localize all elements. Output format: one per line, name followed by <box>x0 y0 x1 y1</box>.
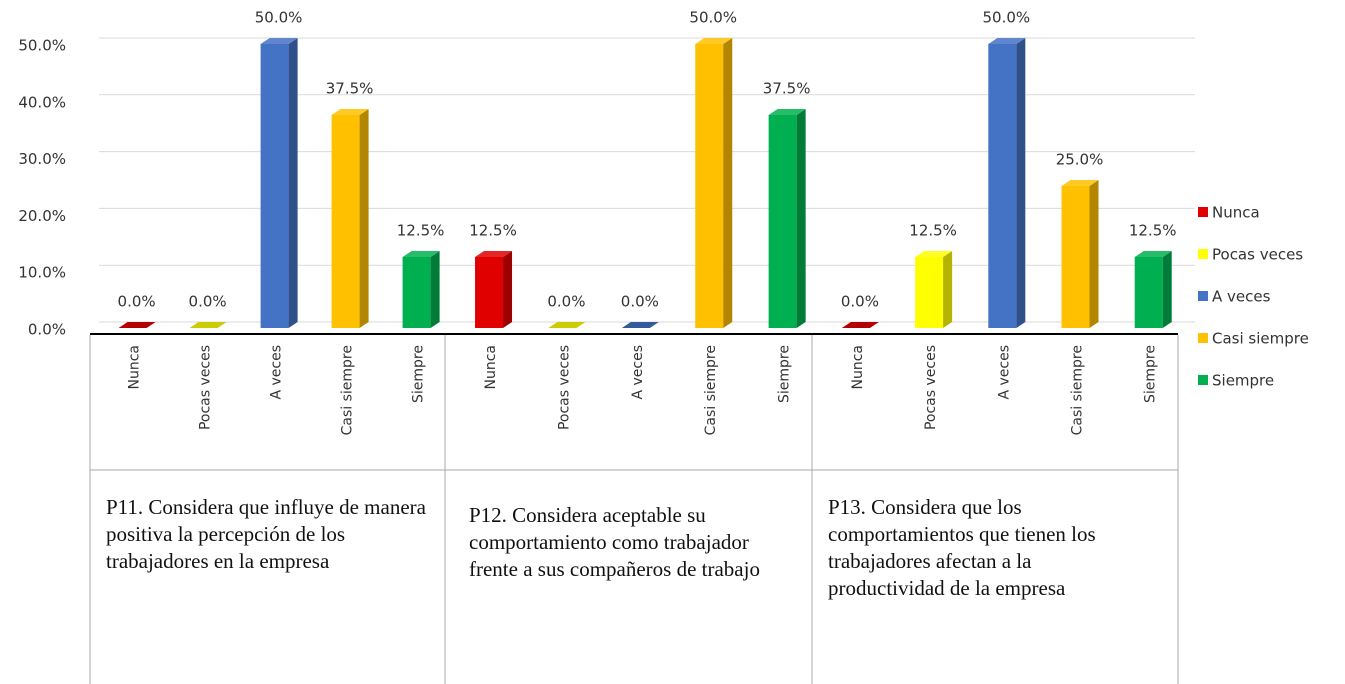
data-label: 50.0% <box>255 9 303 27</box>
bar-front <box>768 115 797 328</box>
bar-side <box>1089 180 1099 328</box>
bar-top <box>260 38 298 44</box>
y-tick-label: 10.0% <box>18 264 66 282</box>
x-tick-label: Casi siempre <box>1070 345 1086 435</box>
bar-front <box>988 44 1017 328</box>
bar-side <box>1016 38 1026 328</box>
bar-front <box>1134 257 1163 328</box>
legend-label: Casi siempre <box>1212 330 1309 348</box>
x-tick-label: Siempre <box>1143 345 1159 403</box>
bar-top <box>841 322 879 328</box>
bar-front <box>695 44 724 328</box>
y-tick-label: 0.0% <box>28 321 66 339</box>
legend-label: Nunca <box>1212 204 1260 222</box>
legend-swatch <box>1198 207 1208 217</box>
x-tick-label: Pocas veces <box>923 345 939 430</box>
bar-front <box>402 257 431 328</box>
bar-top <box>988 38 1026 44</box>
bar-top <box>915 251 953 257</box>
bar-side <box>796 109 806 328</box>
data-label: 0.0% <box>841 293 879 311</box>
group-label: P12. Considera aceptable su comportamien… <box>469 503 760 581</box>
bar-top <box>621 322 659 328</box>
bar-front <box>260 44 289 328</box>
x-tick-label: Nunca <box>483 345 499 390</box>
data-label: 0.0% <box>547 293 585 311</box>
data-label: 37.5% <box>763 80 811 98</box>
legend-swatch <box>1198 375 1208 385</box>
bar-top <box>475 251 513 257</box>
y-tick-label: 30.0% <box>18 150 66 168</box>
x-tick-label: A veces <box>630 345 646 400</box>
x-tick-label: Nunca <box>850 345 866 390</box>
bar-side <box>430 251 440 328</box>
data-label: 37.5% <box>326 80 374 98</box>
x-tick-label: Pocas veces <box>198 345 214 430</box>
legend-label: Siempre <box>1212 372 1274 390</box>
bar-side <box>723 38 733 328</box>
x-tick-label: Nunca <box>127 345 143 390</box>
bar-side <box>359 109 369 328</box>
bar-top <box>331 109 369 115</box>
x-tick-label: A veces <box>996 345 1012 400</box>
legend-label: A veces <box>1212 288 1271 306</box>
x-tick-label: A veces <box>269 345 285 400</box>
bar-side <box>1162 251 1172 328</box>
x-tick-label: Casi siempre <box>703 345 719 435</box>
y-tick-label: 50.0% <box>18 37 66 55</box>
bar-top <box>1134 251 1172 257</box>
bar-front <box>331 115 360 328</box>
bar-top <box>1061 180 1099 186</box>
group-label: P11. Considera que influye de manera pos… <box>106 495 426 573</box>
bar-top <box>118 322 156 328</box>
bar-front <box>1061 186 1090 328</box>
data-label: 0.0% <box>621 293 659 311</box>
bar-side <box>288 38 298 328</box>
bar-top <box>189 322 227 328</box>
y-tick-label: 20.0% <box>18 207 66 225</box>
bar-top <box>695 38 733 44</box>
legend-swatch <box>1198 249 1208 259</box>
data-label: 50.0% <box>689 9 737 27</box>
data-label: 12.5% <box>909 222 957 240</box>
legend-swatch <box>1198 333 1208 343</box>
data-label: 12.5% <box>1129 222 1177 240</box>
data-label: 12.5% <box>397 222 445 240</box>
legend-swatch <box>1198 291 1208 301</box>
legend-label: Pocas veces <box>1212 246 1303 264</box>
bar-front <box>915 257 944 328</box>
bar-top <box>548 322 586 328</box>
y-tick-label: 40.0% <box>18 93 66 111</box>
bar-side <box>943 251 953 328</box>
x-tick-label: Pocas veces <box>556 345 572 430</box>
x-tick-label: Siempre <box>411 345 427 403</box>
data-label: 12.5% <box>469 222 517 240</box>
x-tick-label: Casi siempre <box>340 345 356 435</box>
data-label: 0.0% <box>189 293 227 311</box>
group-label: P13. Considera que los comportamientos q… <box>828 495 1096 600</box>
bar-side <box>503 251 513 328</box>
data-label: 50.0% <box>982 9 1030 27</box>
bar-top <box>402 251 440 257</box>
data-label: 0.0% <box>118 293 156 311</box>
x-tick-label: Siempre <box>777 345 793 403</box>
bar-front <box>475 257 504 328</box>
bar-top <box>768 109 806 115</box>
data-label: 25.0% <box>1056 151 1104 169</box>
